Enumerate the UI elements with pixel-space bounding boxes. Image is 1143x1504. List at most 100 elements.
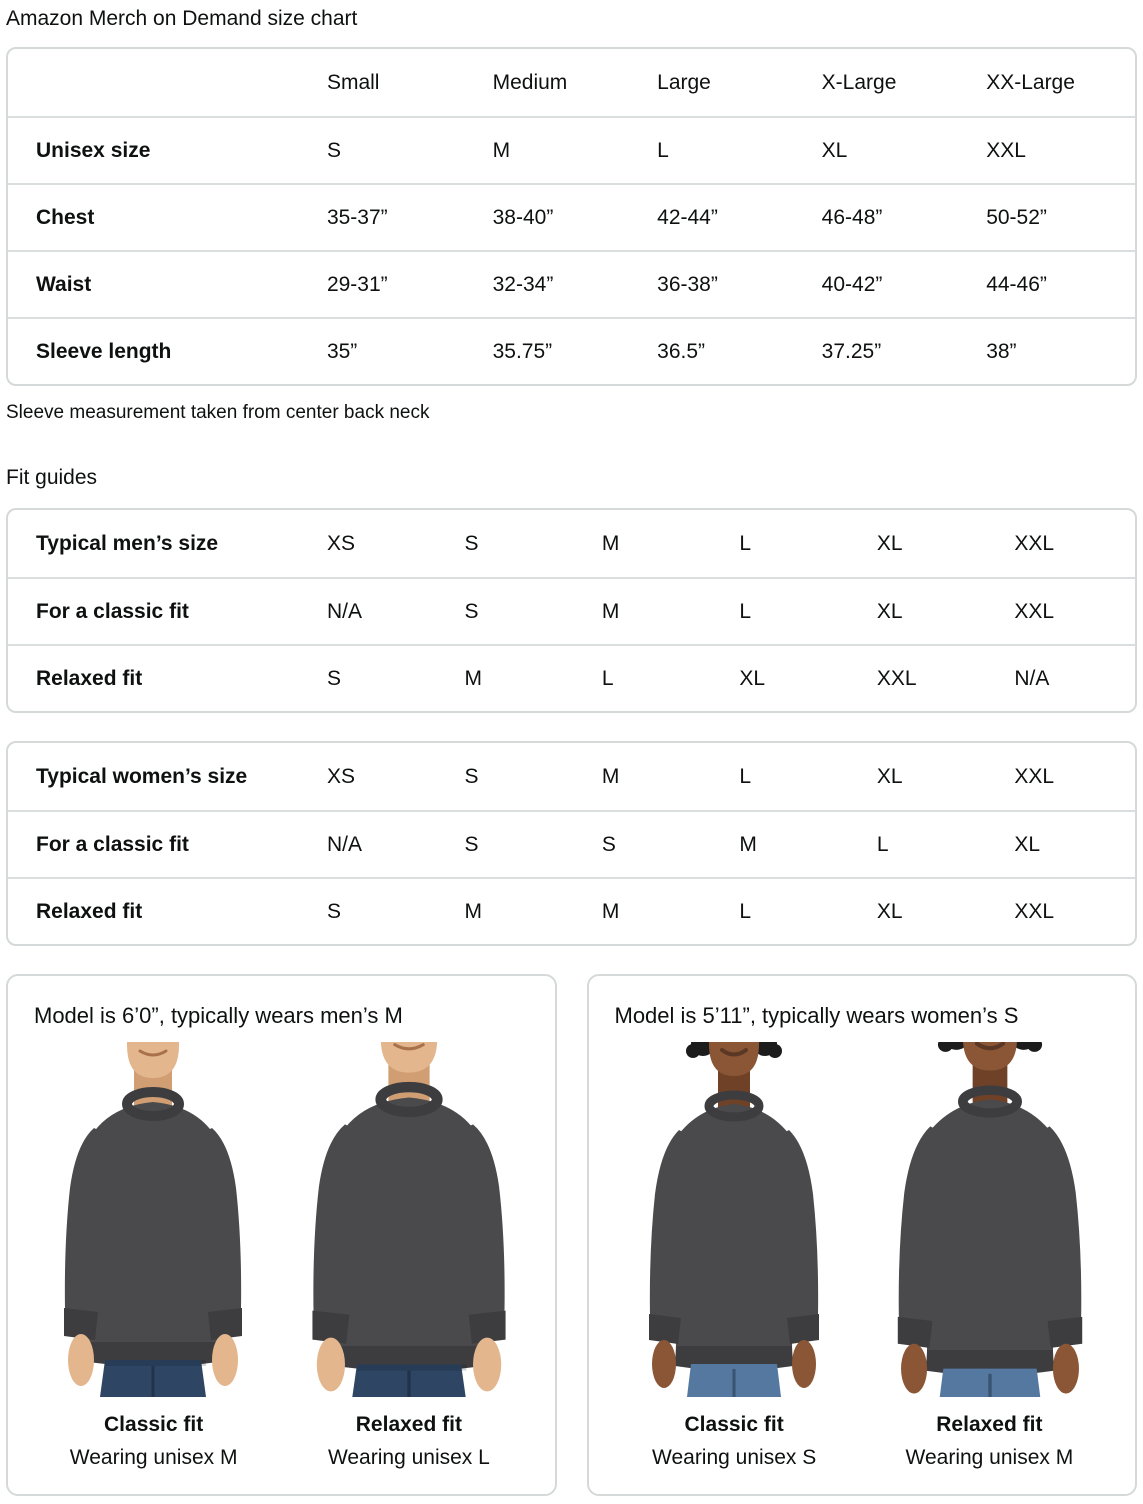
table-row: Waist 29-31” 32-34” 36-38” 40-42” 44-46” — [8, 250, 1135, 317]
size-value: XS — [326, 531, 355, 555]
size-value: M — [739, 810, 877, 877]
column-header: X-Large — [821, 70, 897, 94]
size-value: L — [876, 810, 1015, 877]
size-value: S — [326, 644, 465, 711]
fit-caption: Wearing unisex M — [905, 1445, 1074, 1469]
size-value: M — [601, 877, 740, 944]
size-value: M — [601, 531, 620, 555]
male-model-illustration — [28, 1042, 278, 1397]
size-value: M — [464, 877, 602, 944]
fit-caption: Wearing unisex M — [69, 1445, 238, 1469]
photos-row — [607, 1041, 1118, 1397]
size-value: 38-40” — [492, 183, 658, 250]
male-model-illustration — [284, 1042, 534, 1397]
female-model-classic-fit-photo — [608, 1041, 859, 1397]
size-value: XL — [876, 531, 903, 555]
column-header: Large — [657, 70, 711, 94]
size-value: 36.5” — [657, 317, 822, 384]
table-row: For a classic fit N/A S M L XL XXL — [8, 577, 1135, 644]
size-value: 50-52” — [986, 183, 1135, 250]
female-model-card: Model is 5’11”, typically wears women’s … — [586, 974, 1137, 1496]
row-label: Sleeve length — [8, 317, 327, 384]
size-value: XL — [739, 644, 877, 711]
size-value: L — [739, 531, 752, 555]
size-value: 29-31” — [326, 250, 493, 317]
table-row: Typical women’s size XS S M L XL XXL — [8, 743, 1135, 810]
size-value: 36-38” — [657, 250, 822, 317]
table-row: Chest 35-37” 38-40” 42-44” 46-48” 50-52” — [8, 183, 1135, 250]
size-value: XL — [876, 577, 1015, 644]
size-value: XXL — [1014, 877, 1135, 944]
table-row: Unisex size S M L XL XXL — [8, 116, 1135, 183]
size-value: XXL — [1014, 577, 1135, 644]
table-header-row: Small Medium Large X-Large XX-Large — [8, 49, 1135, 116]
size-value: S — [464, 810, 602, 877]
size-value: XXL — [986, 116, 1135, 183]
size-value: M — [601, 764, 620, 788]
row-label: Relaxed fit — [8, 877, 327, 944]
corner-cell — [8, 49, 327, 116]
size-value: XL — [821, 116, 987, 183]
size-value: 38” — [986, 317, 1135, 384]
size-value: XL — [876, 764, 903, 788]
row-label: Waist — [8, 250, 327, 317]
page-title: Amazon Merch on Demand size chart — [6, 7, 358, 30]
size-value: XS — [326, 764, 355, 788]
size-value: 35.75” — [492, 317, 658, 384]
model-card-header: Model is 6’0”, typically wears men’s M — [34, 1003, 403, 1029]
size-value: L — [739, 877, 877, 944]
female-model-relaxed-fit-photo — [864, 1041, 1115, 1397]
size-value: S — [464, 764, 479, 788]
column-header: Medium — [492, 70, 568, 94]
column-header: XX-Large — [986, 70, 1075, 94]
size-value: L — [601, 644, 740, 711]
size-value: L — [657, 116, 822, 183]
sleeve-measurement-note: Sleeve measurement taken from center bac… — [6, 402, 430, 424]
row-label: For a classic fit — [8, 810, 327, 877]
model-cards-row: Model is 6’0”, typically wears men’s M — [6, 974, 1137, 1496]
caption-block: Relaxed fit Wearing unisex M — [862, 1397, 1117, 1470]
row-label: Chest — [8, 183, 327, 250]
size-value: 46-48” — [821, 183, 987, 250]
row-label: Typical men’s size — [36, 531, 219, 555]
size-value: N/A — [326, 577, 465, 644]
fit-caption: Wearing unisex S — [652, 1445, 817, 1469]
size-value: 42-44” — [657, 183, 822, 250]
caption-block: Relaxed fit Wearing unisex L — [281, 1397, 536, 1470]
captions-row: Classic fit Wearing unisex M Relaxed fit… — [26, 1397, 537, 1470]
column-header: Small — [326, 70, 380, 94]
mens-fit-table: Typical men’s size XS S M L XL XXL For a… — [6, 508, 1137, 714]
size-value: XL — [876, 877, 1015, 944]
male-model-card: Model is 6’0”, typically wears men’s M — [6, 974, 557, 1496]
caption-block: Classic fit Wearing unisex S — [607, 1397, 862, 1470]
female-model-illustration — [609, 1042, 859, 1397]
fit-guides-heading: Fit guides — [6, 466, 98, 490]
table-row: Relaxed fit S M L XL XXL N/A — [8, 644, 1135, 711]
size-value: S — [464, 531, 479, 555]
size-value: M — [601, 577, 740, 644]
fit-label: Classic fit — [104, 1412, 204, 1436]
size-value: S — [601, 810, 740, 877]
fit-label: Classic fit — [684, 1412, 784, 1436]
captions-row: Classic fit Wearing unisex S Relaxed fit… — [607, 1397, 1118, 1470]
row-label: For a classic fit — [8, 577, 327, 644]
size-measurements-table: Small Medium Large X-Large XX-Large Unis… — [6, 47, 1137, 387]
model-card-header: Model is 5’11”, typically wears women’s … — [614, 1003, 1019, 1029]
womens-fit-table: Typical women’s size XS S M L XL XXL For… — [6, 741, 1137, 947]
size-value: M — [492, 116, 658, 183]
size-value: L — [739, 764, 752, 788]
size-value: N/A — [1014, 644, 1135, 711]
table-row: Sleeve length 35” 35.75” 36.5” 37.25” 38… — [8, 317, 1135, 384]
photos-row — [26, 1041, 537, 1397]
size-value: 37.25” — [821, 317, 987, 384]
size-value: S — [326, 116, 493, 183]
size-value: L — [739, 577, 877, 644]
male-model-relaxed-fit-photo — [284, 1041, 535, 1397]
row-label: Relaxed fit — [8, 644, 327, 711]
size-value: XXL — [1014, 764, 1055, 788]
size-value: S — [326, 877, 465, 944]
fit-label: Relaxed fit — [355, 1412, 462, 1436]
row-label: Unisex size — [8, 116, 327, 183]
male-model-classic-fit-photo — [28, 1041, 279, 1397]
